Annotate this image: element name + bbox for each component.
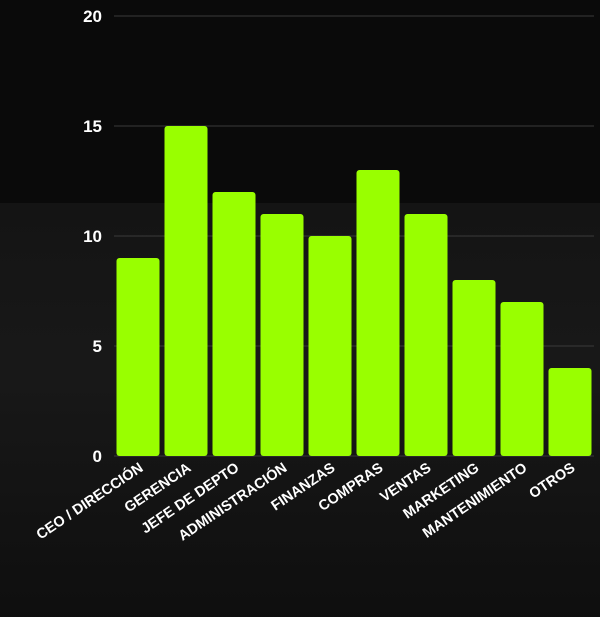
bar	[212, 192, 256, 456]
bar	[452, 280, 496, 456]
y-tick-label: 15	[83, 117, 102, 136]
bar	[548, 368, 592, 456]
bar	[260, 214, 304, 456]
y-tick-label: 10	[83, 227, 102, 246]
y-tick-label: 20	[83, 7, 102, 26]
bar	[308, 236, 352, 456]
y-axis-ticks: 0 5 10 15 20	[83, 7, 102, 466]
bar	[404, 214, 448, 456]
bar	[500, 302, 544, 456]
bar	[356, 170, 400, 456]
bar	[164, 126, 208, 456]
bar	[116, 258, 160, 456]
x-category-label: OTROS	[527, 460, 579, 502]
bars	[116, 126, 592, 456]
y-tick-label: 5	[93, 337, 102, 356]
y-tick-label: 0	[93, 447, 102, 466]
